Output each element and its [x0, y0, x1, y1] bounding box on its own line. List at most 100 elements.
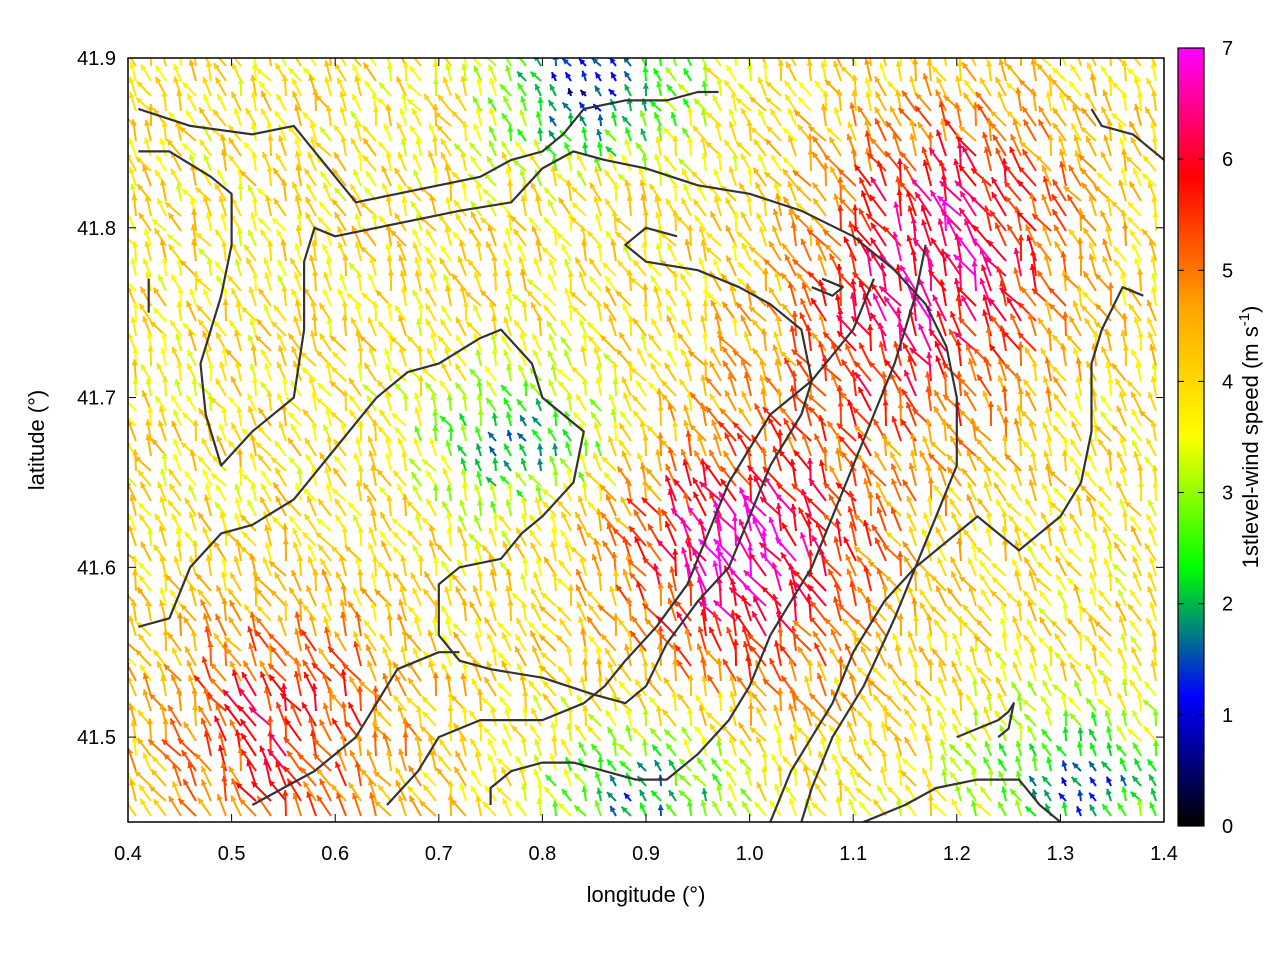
wind-arrow — [631, 726, 647, 742]
wind-arrow — [1088, 194, 1097, 217]
wind-arrow — [692, 198, 707, 217]
wind-arrow — [323, 626, 332, 652]
wind-arrow — [1013, 267, 1022, 292]
wind-arrow — [914, 679, 932, 697]
wind-arrow — [635, 380, 647, 397]
wind-arrow — [933, 618, 947, 637]
wind-arrow — [869, 312, 887, 337]
wind-arrow — [171, 513, 182, 532]
wind-arrow — [926, 495, 933, 517]
wind-arrow — [453, 766, 467, 787]
wind-arrow — [927, 477, 935, 502]
wind-arrow — [236, 406, 243, 427]
wind-arrow — [1015, 404, 1023, 427]
wind-arrow — [228, 599, 242, 622]
wind-arrow — [243, 603, 257, 622]
wind-arrow — [204, 482, 212, 502]
wind-arrow — [131, 359, 138, 382]
wind-arrow — [941, 769, 948, 787]
wind-arrow — [852, 407, 872, 427]
wind-arrow — [982, 131, 992, 157]
wind-arrow — [800, 531, 812, 562]
wind-arrow — [724, 197, 737, 217]
wind-arrow — [191, 208, 198, 232]
wind-arrow — [1044, 463, 1052, 487]
wind-arrow — [686, 136, 694, 157]
wind-arrow — [614, 516, 632, 532]
wind-arrow — [1141, 172, 1157, 187]
wind-arrow — [849, 580, 857, 607]
wind-arrow — [614, 231, 632, 247]
wind-arrow — [496, 757, 512, 772]
wind-arrow — [774, 271, 782, 292]
wind-arrow — [1135, 362, 1142, 382]
wind-arrow — [393, 426, 407, 442]
wind-arrow — [310, 240, 318, 262]
wind-arrow — [874, 537, 887, 562]
wind-arrow — [836, 89, 843, 112]
wind-arrow — [1144, 106, 1157, 127]
wind-arrow — [312, 738, 332, 757]
wind-arrow — [1062, 726, 1069, 742]
wind-arrow — [926, 632, 933, 652]
wind-arrow — [761, 751, 768, 772]
wind-arrow — [678, 773, 692, 787]
wind-arrow — [612, 182, 620, 202]
wind-arrow — [287, 411, 302, 427]
wind-arrow — [789, 325, 797, 352]
wind-arrow — [1112, 245, 1127, 262]
wind-arrow — [186, 93, 197, 112]
wind-arrow — [489, 483, 497, 502]
wind-arrow — [809, 600, 827, 622]
wind-arrow — [655, 136, 662, 157]
wind-arrow — [1022, 119, 1037, 142]
wind-arrow — [818, 459, 827, 487]
wind-arrow — [851, 271, 872, 292]
wind-arrow — [453, 199, 467, 217]
terrain-contours — [138, 90, 1164, 822]
colorbar-label-sup: -1 — [1236, 313, 1253, 326]
wind-arrow — [370, 601, 377, 622]
wind-arrow — [661, 509, 677, 532]
wind-arrow — [611, 111, 618, 127]
wind-arrow — [830, 628, 842, 652]
wind-arrow — [881, 583, 889, 607]
wind-arrow — [527, 473, 542, 487]
wind-arrow — [1085, 697, 1097, 712]
wind-arrow — [341, 314, 348, 337]
wind-arrow — [157, 481, 167, 502]
wind-arrow — [735, 301, 752, 322]
wind-arrow — [935, 76, 947, 97]
wind-arrow — [650, 661, 662, 682]
wind-arrow — [938, 100, 947, 127]
wind-arrow — [576, 601, 587, 622]
wind-arrow — [663, 362, 677, 382]
wind-arrow — [255, 616, 272, 637]
wind-arrow — [447, 793, 454, 817]
wind-arrow — [488, 445, 497, 457]
wind-arrow — [824, 617, 842, 637]
wind-arrow — [307, 151, 317, 172]
wind-arrow — [965, 693, 977, 712]
wind-arrow — [582, 439, 589, 457]
wind-arrow — [397, 151, 407, 172]
wind-arrow — [603, 471, 617, 487]
wind-arrow — [1016, 210, 1037, 232]
wind-arrow — [1065, 334, 1082, 352]
wind-arrow — [220, 571, 227, 592]
wind-arrow — [128, 642, 137, 652]
wind-arrow — [526, 289, 542, 307]
wind-arrow — [787, 180, 797, 202]
wind-arrow — [1097, 634, 1112, 652]
wind-arrow — [909, 723, 917, 742]
wind-arrow — [421, 710, 437, 727]
wind-arrow — [763, 171, 782, 187]
wind-arrow — [400, 555, 407, 577]
wind-arrow — [255, 441, 272, 457]
wind-arrow — [264, 524, 272, 547]
wind-arrow — [550, 364, 557, 382]
wind-arrow — [489, 706, 497, 727]
wind-arrow — [422, 771, 437, 787]
wind-arrow — [619, 410, 632, 427]
wind-arrow — [536, 314, 543, 337]
